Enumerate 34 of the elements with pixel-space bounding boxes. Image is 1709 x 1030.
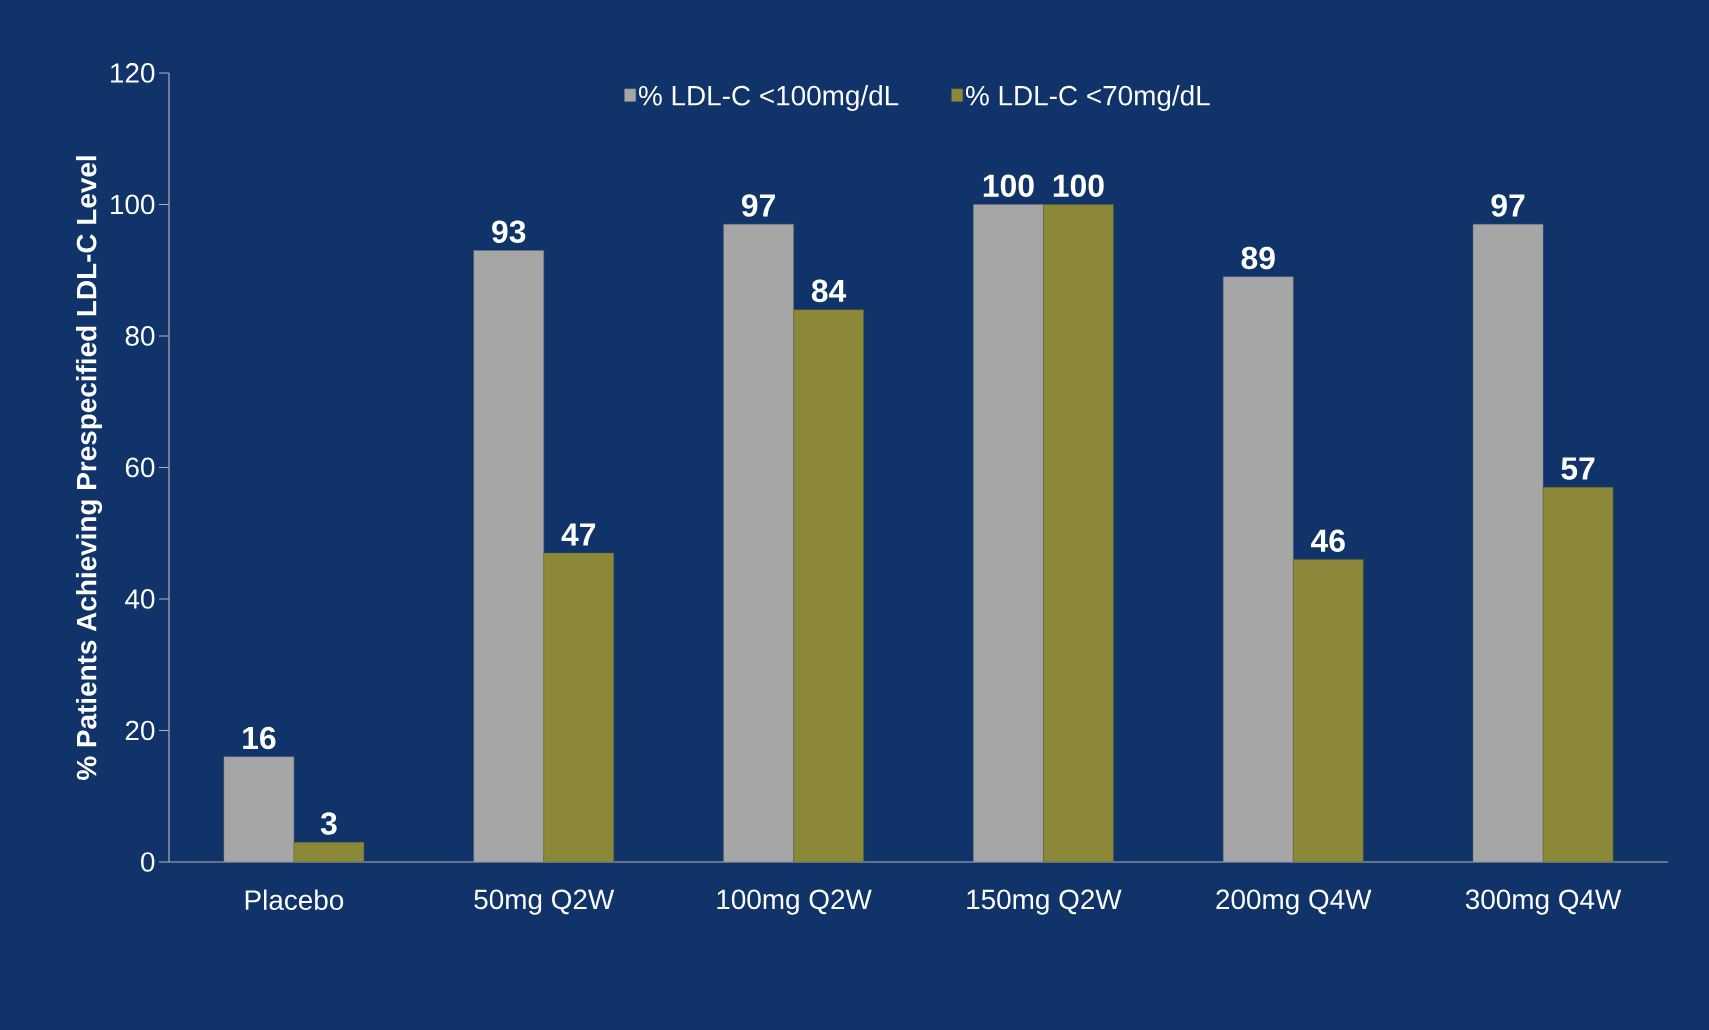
- data-label: 47: [561, 523, 596, 546]
- y-axis-title: % Patients Achieving Prespecified LDL-C Level: [75, 156, 103, 780]
- bar: [1043, 204, 1114, 862]
- y-tick-label: 40: [125, 589, 155, 609]
- x-tick-label: 150mg Q2W: [967, 889, 1122, 915]
- data-label: 57: [1561, 457, 1595, 480]
- data-label: 16: [243, 726, 276, 750]
- y-tick-label: 120: [111, 63, 155, 83]
- data-label: 84: [811, 279, 847, 303]
- y-tick-label: 60: [125, 457, 155, 478]
- y-tick-label: 100: [111, 194, 155, 215]
- x-tick-label: 50mg Q2W: [474, 889, 615, 915]
- x-tick-label: 100mg Q2W: [717, 889, 872, 915]
- x-tick-label: 200mg Q4W: [1216, 889, 1372, 915]
- y-tick-label: 80: [125, 326, 155, 346]
- data-label: 97: [1491, 194, 1525, 217]
- bar: [793, 309, 864, 862]
- bar: [1293, 559, 1364, 862]
- data-label: 89: [1241, 246, 1275, 270]
- bar: [543, 552, 614, 862]
- legend-label: % LDL-C <70mg/dL: [965, 85, 1210, 112]
- data-label: 100: [1053, 174, 1104, 197]
- data-label: 97: [741, 194, 775, 217]
- data-label: 100: [983, 174, 1034, 197]
- data-label: 93: [492, 220, 526, 243]
- legend-label: % LDL-C <100mg/dL: [638, 85, 899, 112]
- x-tick-label: 300mg Q4W: [1465, 889, 1622, 915]
- bar: [1542, 487, 1614, 862]
- y-tick-label: 20: [125, 720, 155, 741]
- bar: [293, 842, 365, 862]
- data-label: 46: [1311, 529, 1345, 553]
- x-tick-label: Placebo: [245, 889, 344, 910]
- data-label: 3: [320, 812, 337, 835]
- y-tick-label: 0: [141, 852, 155, 872]
